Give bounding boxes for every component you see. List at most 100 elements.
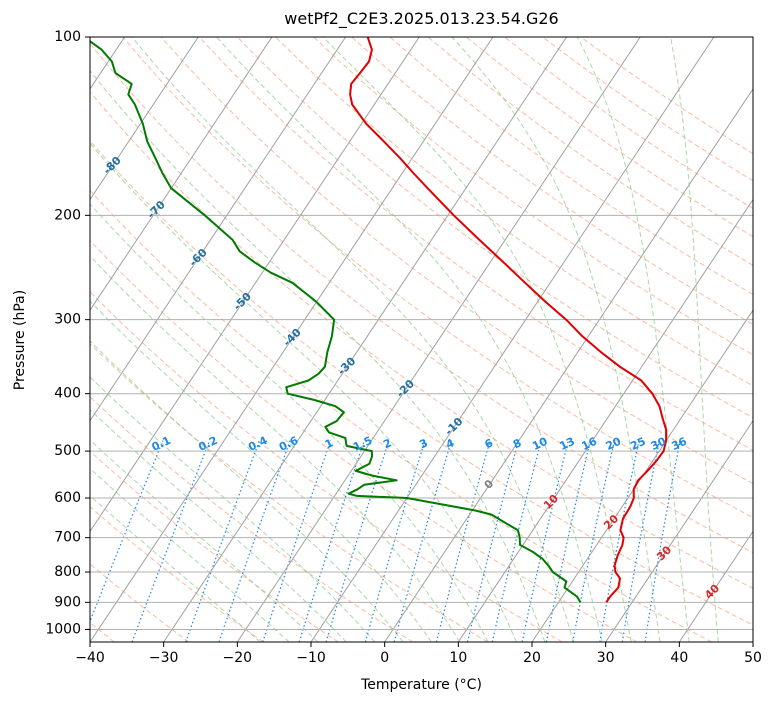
dry-adiabat	[160, 37, 753, 485]
dry-adiabat	[90, 91, 753, 589]
isotherm-line	[90, 37, 347, 422]
y-tick-label: 600	[54, 490, 81, 506]
mixing-ratio-line	[621, 440, 660, 642]
moist-adiabat	[670, 37, 719, 642]
moist-adiabat	[90, 300, 432, 642]
isotherm-line	[531, 309, 753, 642]
dry-adiabat	[90, 396, 414, 642]
dry-adiabat	[122, 37, 753, 519]
y-tick-label: 300	[54, 312, 81, 328]
mixing-ratio-line	[435, 440, 491, 642]
mixing-ratio-line	[393, 440, 452, 642]
moist-adiabat	[90, 203, 489, 642]
isotherm-line	[457, 198, 753, 642]
moist-adiabat	[90, 69, 546, 642]
x-tick-label: 40	[670, 650, 688, 666]
dry-adiabat	[237, 37, 753, 419]
isotherm-line	[605, 419, 753, 642]
mixing-ratio-line	[466, 440, 520, 642]
isotherm-line	[163, 37, 568, 642]
y-tick-label: 500	[54, 443, 81, 459]
mixing-ratio-line	[90, 440, 164, 623]
x-tick-label: −20	[223, 650, 253, 666]
mixing-ratio-line	[644, 440, 681, 642]
dry-adiabat	[427, 37, 753, 266]
mixing-ratio-line	[545, 440, 591, 642]
mixing-ratio-line	[599, 440, 640, 642]
dry-adiabat	[90, 140, 753, 626]
mixing-ratio-label: 25	[628, 435, 647, 453]
isotherm-label: -20	[394, 377, 417, 400]
moist-adiabat	[451, 37, 661, 642]
dry-adiabat	[198, 37, 753, 451]
moist-adiabat	[90, 467, 290, 642]
moist-adiabat	[90, 408, 347, 642]
isotherm-line	[310, 37, 715, 642]
moist-adiabat	[322, 37, 632, 642]
mixing-ratio-label: 10	[530, 435, 550, 453]
dewpoint-line	[90, 40, 582, 603]
dry-adiabat	[504, 37, 753, 210]
profile-layer	[90, 37, 668, 603]
dry-adiabat	[580, 37, 753, 155]
isotherm-line	[90, 37, 420, 533]
y-tick-label: 700	[54, 530, 81, 546]
y-tick-label: 1000	[45, 621, 81, 637]
x-tick-label: −10	[296, 650, 326, 666]
isotherm-line	[0, 37, 51, 642]
isotherm-line	[752, 641, 753, 642]
isotherm-label: -100	[12, 58, 41, 87]
plot-frame	[89, 36, 754, 643]
isotherm-label: 0	[482, 477, 497, 492]
moist-adiabat	[90, 495, 261, 642]
isotherm-line	[90, 37, 273, 312]
mixing-ratio-label: 3	[417, 436, 429, 451]
y-tick-label: 400	[54, 386, 81, 402]
isotherm-label: -70	[145, 198, 168, 221]
mixing-ratio-label: 30	[649, 435, 669, 453]
dry-adiabat	[90, 343, 488, 642]
isotherm-label: -30	[335, 354, 358, 377]
grid-layer	[0, 37, 753, 642]
y-tick-label: 200	[54, 207, 81, 223]
x-tick-label: 30	[597, 650, 615, 666]
mixing-ratio-line	[572, 440, 616, 642]
isotherm-line	[90, 37, 494, 642]
mixing-ratio-line	[521, 440, 569, 642]
x-axis-label: Temperature (°C)	[361, 677, 482, 693]
moist-adiabat	[131, 37, 575, 642]
x-tick-label: 0	[380, 650, 389, 666]
moist-adiabat	[90, 439, 319, 642]
x-tick-label: −30	[149, 650, 179, 666]
moist-adiabat	[90, 255, 461, 642]
dry-adiabat	[90, 563, 190, 642]
y-tick-label: 800	[54, 564, 81, 580]
mixing-ratio-label: 36	[669, 435, 689, 453]
chart-title: wetPf2_C2E3.2025.013.23.54.G26	[284, 9, 559, 28]
temperature-line	[349, 37, 668, 603]
isotherm-label: -90	[57, 108, 80, 131]
y-tick-label: 900	[54, 594, 81, 610]
moist-adiabat	[90, 340, 404, 642]
y-tick-label: 100	[54, 29, 81, 45]
isotherm-label: 30	[654, 543, 674, 563]
x-tick-label: 50	[744, 650, 762, 666]
isotherm-line	[678, 530, 753, 642]
dry-adiabat	[389, 37, 753, 296]
x-tick-label: 20	[523, 650, 541, 666]
moist-adiabat	[90, 376, 376, 642]
isotherm-label: 40	[702, 581, 722, 601]
dry-adiabat	[313, 37, 753, 356]
mixing-ratio-label: 2	[381, 436, 393, 451]
mixing-ratio-line	[218, 440, 291, 642]
mixing-ratio-line	[185, 440, 261, 642]
dry-adiabat	[90, 291, 563, 642]
mixing-ratio-label: 13	[558, 435, 577, 453]
mixing-ratio-label: 1	[323, 436, 335, 451]
isotherm-label: -40	[281, 326, 304, 349]
mixing-ratio-line	[491, 440, 542, 642]
mixing-ratio-line	[298, 440, 365, 642]
mixing-ratio-label: 16	[580, 435, 600, 453]
mixing-ratio-line	[364, 440, 426, 642]
